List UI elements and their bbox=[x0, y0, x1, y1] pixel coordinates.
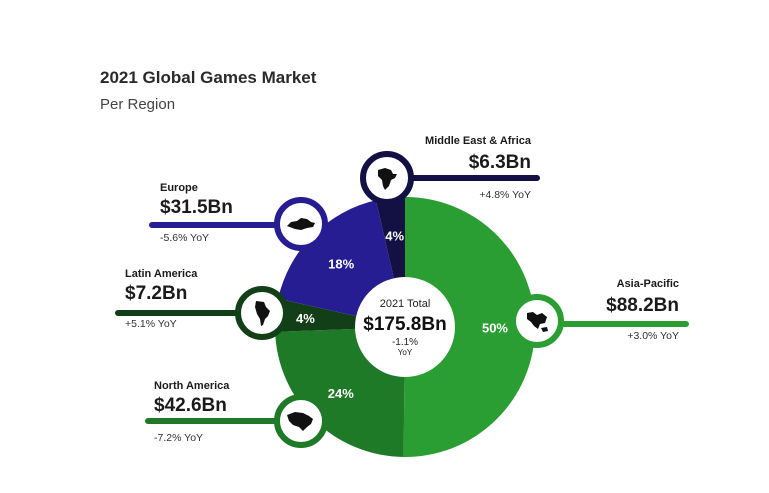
center-change-unit: YoY bbox=[398, 348, 413, 357]
continent-icon bbox=[287, 218, 315, 230]
continent-icon bbox=[255, 301, 270, 326]
slice-percent-label: 18% bbox=[328, 257, 354, 272]
callout-latin-america: Latin America $7.2Bn +5.1% YoY bbox=[125, 268, 197, 330]
region-value: $6.3Bn bbox=[468, 152, 531, 173]
chart-subtitle: Per Region bbox=[100, 96, 176, 113]
region-name: Latin America bbox=[125, 268, 198, 280]
region-map-icon bbox=[360, 151, 414, 205]
callout-europe: Europe $31.5Bn -5.6% YoY bbox=[160, 182, 233, 244]
continent-icon bbox=[287, 412, 313, 431]
slice-percent-label: 50% bbox=[482, 320, 508, 335]
region-yoy: -7.2% YoY bbox=[154, 432, 204, 444]
region-yoy: +5.1% YoY bbox=[125, 318, 177, 330]
slice-percent-label: 24% bbox=[328, 386, 354, 401]
slice-percent-label: 4% bbox=[296, 311, 315, 326]
region-map-icon bbox=[510, 294, 564, 348]
center-change: -1.1% bbox=[392, 337, 418, 348]
region-yoy: +3.0% YoY bbox=[627, 330, 679, 342]
continent-icon bbox=[527, 312, 548, 332]
region-yoy: +4.8% YoY bbox=[479, 189, 531, 201]
donut-center bbox=[355, 277, 455, 377]
center-label: 2021 Total bbox=[380, 298, 431, 310]
region-map-icon bbox=[274, 394, 328, 448]
region-value: $88.2Bn bbox=[606, 295, 679, 316]
center-total-value: $175.8Bn bbox=[363, 314, 446, 335]
region-value: $42.6Bn bbox=[154, 395, 227, 416]
region-yoy: -5.6% YoY bbox=[160, 232, 210, 244]
continent-icon bbox=[378, 168, 397, 190]
region-name: North America bbox=[154, 380, 230, 392]
region-value: $7.2Bn bbox=[125, 283, 188, 304]
region-name: Europe bbox=[160, 182, 198, 194]
slice-percent-label: 4% bbox=[385, 229, 404, 244]
callout-asia-pacific: Asia-Pacific $88.2Bn +3.0% YoY bbox=[606, 278, 679, 342]
pie-slice bbox=[403, 197, 535, 457]
callout-middle-east-africa: Middle East & Africa $6.3Bn +4.8% YoY bbox=[425, 135, 531, 201]
region-map-icon bbox=[274, 197, 328, 251]
region-name: Middle East & Africa bbox=[425, 135, 531, 147]
chart-title: 2021 Global Games Market bbox=[100, 68, 317, 87]
region-value: $31.5Bn bbox=[160, 197, 233, 218]
region-name: Asia-Pacific bbox=[616, 278, 679, 290]
region-map-icon bbox=[235, 286, 289, 340]
callout-north-america: North America $42.6Bn -7.2% YoY bbox=[154, 380, 229, 444]
